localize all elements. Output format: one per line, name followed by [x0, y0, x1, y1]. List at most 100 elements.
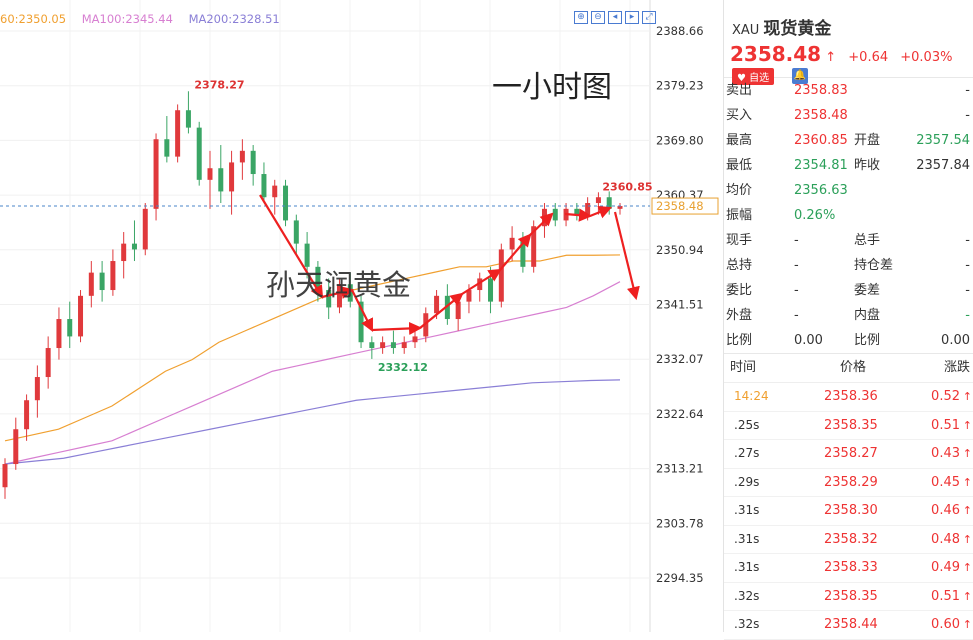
quote-row: 比例 0.00 比例 0.00 — [724, 328, 973, 353]
scroll-left-icon[interactable]: ◂ — [608, 11, 622, 24]
y-tick-label: 2369.80 — [656, 133, 704, 147]
candle-body — [229, 162, 235, 192]
trade-change: 0.52 — [931, 389, 960, 404]
current-price-label: 2358.48 — [656, 199, 704, 213]
trade-row: .27s 2358.27 0.43 ↑ — [724, 440, 973, 469]
quote-value: - — [794, 283, 799, 298]
zoom-out-icon[interactable]: ⊖ — [591, 11, 605, 24]
zoom-in-icon[interactable]: ⊕ — [574, 11, 588, 24]
quote-label: 比例 — [726, 333, 753, 348]
trade-change: 0.51 — [931, 417, 960, 433]
quote-value-2: - — [965, 108, 970, 123]
candle-body — [121, 243, 127, 262]
quote-row: 现手 - 总手 - — [724, 228, 973, 253]
candle-body — [250, 150, 256, 175]
trade-time: .31s — [734, 560, 760, 574]
candle-body — [207, 168, 213, 180]
candle-body — [293, 220, 299, 244]
bell-icon[interactable]: 🔔 — [792, 68, 808, 84]
candle-body — [412, 336, 418, 343]
candle-body — [196, 127, 202, 180]
favorite-button[interactable]: ♥ 自选 — [732, 68, 775, 85]
trades-list: 14:24 2358.36 0.52 ↑ .25s 2358.35 0.51 ↑ .27s 235… — [724, 383, 973, 640]
candle-body — [304, 243, 310, 267]
trade-time: .25s — [734, 417, 760, 432]
up-arrow-icon: ↑ — [962, 418, 972, 432]
candle-body — [315, 266, 321, 291]
quote-label: 外盘 — [726, 308, 753, 323]
up-arrow-icon: ↑ — [962, 532, 972, 546]
trade-time: .32s — [734, 617, 760, 631]
candle-body — [358, 301, 364, 343]
trades-header-change: 涨跌 — [943, 360, 970, 375]
trade-row: .25s 2358.35 0.51 ↑ — [724, 412, 973, 440]
quote-row: 买入 2358.48 - — [724, 103, 973, 128]
trend-arrow — [371, 321, 423, 336]
quote-row: 外盘 - 内盘 - — [724, 303, 973, 328]
candle-body — [67, 319, 73, 337]
trade-price: 2358.44 — [824, 617, 878, 632]
scroll-right-icon[interactable]: ▸ — [625, 11, 639, 24]
symbol-code: XAU — [732, 23, 760, 38]
candle-body — [380, 342, 386, 349]
quote-label-2: 开盘 — [854, 133, 881, 148]
trade-row: .31s 2358.32 0.48 ↑ — [724, 526, 973, 554]
candle-body — [617, 206, 623, 209]
candle-body — [509, 237, 515, 250]
trend-arrow — [351, 289, 373, 332]
quote-label: 最低 — [726, 158, 753, 173]
last-price: 2358.48 — [730, 42, 822, 66]
up-arrow-icon: ↑ — [962, 390, 972, 403]
fullscreen-icon[interactable]: ⤢ — [642, 11, 656, 24]
watermark: 孙天润黄金 — [266, 268, 412, 302]
quote-label-2: 持仓差 — [854, 258, 894, 273]
trend-arrow — [499, 233, 532, 271]
quote-header: XAU 现货黄金 2358.48 ↑ +0.64 +0.03% ♥ 自选 🔔 — [724, 0, 973, 85]
trend-arrow — [419, 292, 464, 329]
quote-value-2: 2357.84 — [916, 158, 970, 173]
up-arrow-icon: ↑ — [962, 589, 972, 603]
trades-header-time: 时间 — [730, 360, 757, 375]
trade-time: .29s — [734, 474, 760, 489]
candle-body — [13, 429, 19, 465]
trade-change: 0.49 — [931, 560, 960, 575]
ma-line — [4, 254, 621, 442]
quote-value: - — [794, 308, 799, 323]
candle-body — [272, 185, 278, 198]
quote-row: 振幅 0.26% — [724, 203, 973, 228]
candle-body — [369, 342, 375, 349]
trade-row: 14:24 2358.36 0.52 ↑ — [724, 383, 973, 412]
trend-arrow — [613, 211, 640, 301]
candle-body — [423, 313, 429, 337]
price-change: +0.64 — [848, 50, 889, 65]
current-price-box — [651, 197, 719, 215]
quote-label: 均价 — [726, 183, 753, 198]
candle-body — [239, 150, 245, 163]
quote-value-2: - — [965, 283, 970, 298]
candle-body — [164, 139, 170, 157]
trade-price: 2358.35 — [824, 588, 878, 604]
ma200-label: MA200:2328.51 — [188, 12, 280, 26]
trade-time: .31s — [734, 531, 760, 546]
candle-body — [142, 208, 148, 250]
candle-body — [153, 139, 159, 209]
trade-price: 2358.27 — [824, 446, 878, 461]
quote-row: 委比 - 委差 - — [724, 278, 973, 303]
trade-time: .31s — [734, 503, 760, 517]
candle-body — [434, 295, 440, 314]
trade-change: 0.43 — [931, 446, 960, 461]
ma-line — [4, 379, 621, 465]
chart-area[interactable]: 2388.66 2379.23 2369.80 2360.37 2350.94 2341.… — [0, 0, 722, 632]
candlestick-chart[interactable]: 2388.662379.232369.802360.372350.942341.… — [0, 0, 722, 632]
trend-arrow — [589, 205, 613, 219]
trend-arrow — [321, 286, 355, 299]
candle-body — [56, 319, 62, 349]
candle-body — [185, 110, 191, 128]
trade-time: .32s — [734, 588, 760, 603]
candle-body — [595, 197, 601, 204]
candle-body — [261, 174, 267, 198]
trade-change: 0.51 — [931, 588, 960, 604]
candle-body — [45, 348, 51, 378]
chart-toolbar: ⊕ ⊖ ◂ ▸ ⤢ — [574, 11, 656, 24]
y-tick-label: 2303.78 — [656, 516, 704, 530]
